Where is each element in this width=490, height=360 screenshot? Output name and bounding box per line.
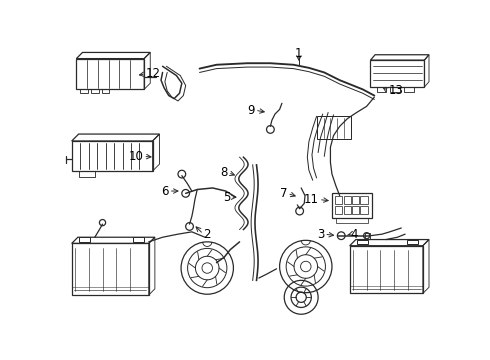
Text: 3: 3: [317, 228, 324, 240]
Text: 4: 4: [350, 228, 358, 240]
Text: 8: 8: [220, 166, 228, 179]
Text: 7: 7: [280, 187, 287, 200]
Bar: [352, 206, 359, 213]
Bar: [352, 197, 359, 204]
Bar: [79, 237, 90, 242]
Bar: [404, 87, 414, 92]
Bar: [408, 239, 418, 244]
Bar: [335, 197, 342, 204]
Bar: [361, 206, 368, 213]
Text: 13: 13: [389, 85, 404, 98]
Bar: [72, 141, 152, 171]
Bar: [343, 206, 351, 213]
Bar: [365, 233, 370, 239]
Bar: [91, 89, 98, 93]
Text: 5: 5: [223, 191, 230, 204]
Text: 11: 11: [304, 193, 319, 206]
Bar: [317, 116, 351, 139]
Bar: [377, 87, 386, 92]
Bar: [80, 89, 88, 93]
Bar: [133, 237, 144, 242]
Bar: [72, 243, 149, 295]
Bar: [76, 59, 144, 89]
Bar: [357, 239, 368, 244]
Bar: [391, 87, 400, 92]
Bar: [343, 197, 351, 204]
Text: 2: 2: [203, 228, 211, 240]
Bar: [332, 193, 372, 218]
Bar: [350, 246, 423, 293]
Text: 1: 1: [295, 47, 303, 60]
Bar: [79, 171, 95, 177]
Text: 6: 6: [161, 185, 169, 198]
Bar: [102, 89, 109, 93]
Text: 9: 9: [247, 104, 255, 117]
Bar: [335, 206, 342, 213]
Bar: [361, 197, 368, 204]
Text: 10: 10: [128, 150, 143, 163]
Bar: [336, 218, 368, 222]
Text: 12: 12: [146, 67, 161, 81]
Bar: [370, 60, 424, 87]
